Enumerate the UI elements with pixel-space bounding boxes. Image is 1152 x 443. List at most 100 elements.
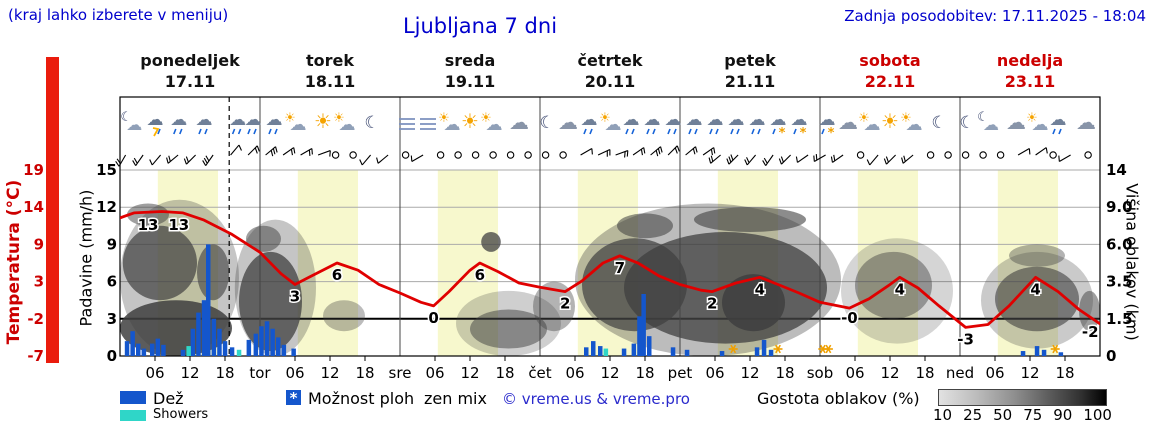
- mcloud-glyph: ☾: [120, 110, 132, 125]
- calm-wind-icon: [454, 151, 462, 159]
- wind-barb-icon: [667, 145, 680, 156]
- barb-tick: [695, 146, 698, 153]
- wind-barb-icon: [115, 154, 127, 167]
- barb-tick: [359, 159, 363, 166]
- raindrop: [1052, 128, 1056, 135]
- psun-glyph: ☀: [858, 111, 870, 126]
- barb-tick: [149, 159, 153, 166]
- density-tick: 90: [1053, 406, 1073, 424]
- density-tick: 100: [1083, 406, 1112, 424]
- day-date-label: 23.11: [1005, 72, 1056, 91]
- psun-glyph: ☁: [605, 115, 622, 135]
- mcloud-glyph: ☁: [126, 115, 142, 134]
- calm-wind-icon: [996, 151, 1005, 159]
- rain-bar: [281, 344, 287, 356]
- rain-bar: [229, 347, 235, 356]
- barb-tick: [133, 157, 138, 164]
- hour-tick-label: 12: [460, 364, 479, 382]
- wind-barb-icon: [883, 154, 896, 165]
- barb-shaft: [1017, 148, 1030, 156]
- calm-wind-icon: [489, 151, 497, 159]
- barb-tick: [293, 147, 296, 154]
- weather-icon-moon: ☾: [959, 113, 974, 133]
- barb-shaft: [869, 154, 879, 166]
- calm-wind-icon: [1049, 151, 1057, 159]
- wind-barb-icon: [597, 149, 611, 157]
- moon-glyph: ☾: [539, 113, 554, 133]
- rain-bar: [1034, 346, 1040, 356]
- weather-icon-psun: ☀☁: [900, 111, 922, 135]
- barb-shaft: [832, 154, 844, 163]
- calm-wind-icon: [961, 151, 970, 159]
- calm-wind-icon: [944, 151, 952, 159]
- cloud-density-ticks: 10 25 50 75 90 100: [933, 406, 1112, 424]
- snow-glyph: *: [828, 126, 835, 141]
- barb-tick: [885, 156, 889, 163]
- rain-glyph: ☁: [644, 110, 661, 130]
- barb-tick: [205, 155, 210, 162]
- rain-bar: [136, 343, 141, 356]
- rain-bar: [161, 344, 166, 356]
- barb-shaft: [781, 154, 791, 165]
- rain-legend-swatch: [120, 391, 146, 404]
- rain-bar: [621, 348, 627, 356]
- wind-barb-icon: [901, 154, 914, 164]
- page-title: Ljubljana 7 dni: [402, 14, 558, 38]
- rain-legend-label: Dež: [153, 389, 184, 408]
- hour-tick-label: 12: [740, 364, 759, 382]
- cloud-blob: [855, 251, 932, 319]
- temperature-value-label: -0: [841, 309, 858, 327]
- cloud-axis-tick: 0: [1106, 347, 1116, 365]
- hour-tick-label: 12: [180, 364, 199, 382]
- mix-marker: [825, 344, 832, 354]
- rain-bar: [217, 328, 222, 356]
- copyright-text: © vreme.us & vreme.pro: [502, 390, 690, 408]
- raindrop: [694, 128, 698, 135]
- barb-tick: [115, 161, 120, 167]
- chance-legend-label: Možnost ploh: [308, 389, 415, 408]
- hour-tick-label: 18: [915, 364, 934, 382]
- hour-tick-label: 18: [215, 364, 234, 382]
- weather-icon-cloud: ☁: [558, 110, 578, 134]
- rain-bar: [670, 347, 676, 356]
- psun-glyph: ☀: [900, 111, 912, 126]
- raindrop: [157, 128, 161, 135]
- temperature-value-label: 4: [755, 280, 765, 298]
- weather-icon-mcloud: ☾☁: [120, 110, 142, 134]
- wind-barb-icon: [247, 145, 260, 156]
- rain-bar: [647, 336, 652, 356]
- wind-barb-icon: [166, 154, 179, 164]
- showers-bar: [186, 346, 191, 356]
- day-name-label: torek: [306, 51, 354, 70]
- temp-axis-tick: -2: [27, 310, 44, 328]
- hour-tick-label: 18: [775, 364, 794, 382]
- raindrop: [583, 128, 587, 135]
- rain-bar: [754, 347, 760, 356]
- rain-glyph: ☁: [665, 110, 682, 130]
- day-name-label: sobota: [859, 51, 920, 70]
- temp-axis-tick: 3: [34, 273, 44, 291]
- barb-shaft: [1035, 147, 1047, 156]
- psun-glyph: ☀: [1026, 111, 1038, 126]
- density-tick: 25: [963, 406, 983, 424]
- temperature-value-label: -3: [957, 330, 974, 348]
- precip-axis-tick: 15: [96, 161, 117, 179]
- weather-icon-snowmix: ☁*: [770, 110, 787, 141]
- barb-tick: [254, 147, 258, 154]
- showers-bar: [236, 349, 242, 356]
- barb-tick: [270, 150, 274, 157]
- chance-of-showers-icon: *: [286, 390, 301, 407]
- rain-bar: [719, 351, 725, 356]
- cloud-glyph: ☁: [1076, 110, 1096, 134]
- rain-bar: [291, 348, 296, 356]
- cloud-blob: [127, 203, 169, 226]
- calm-wind-icon: [979, 151, 987, 159]
- cloud-blob: [722, 274, 785, 332]
- weather-icon-moon: ☾: [539, 113, 554, 133]
- weather-icon-moon: ☾: [364, 113, 379, 133]
- raindrop: [253, 128, 257, 135]
- raindrop: [625, 128, 629, 135]
- temperature-value-label: 6: [475, 266, 485, 284]
